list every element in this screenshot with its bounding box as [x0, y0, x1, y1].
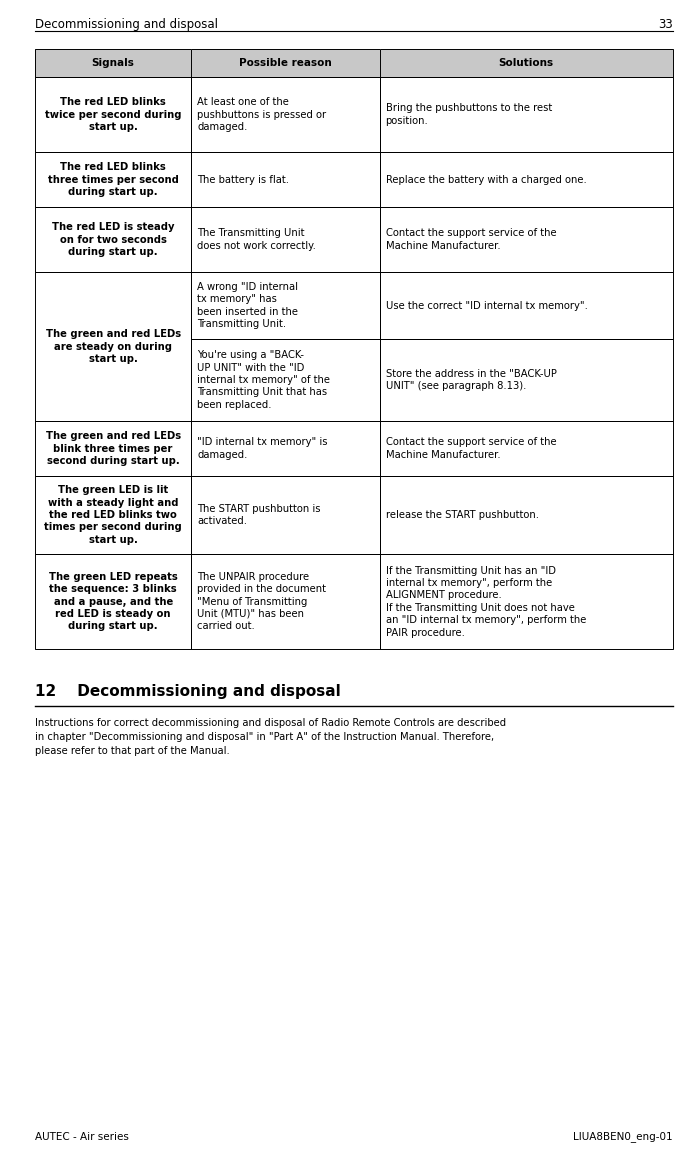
- Bar: [380, 77, 673, 152]
- Bar: [35, 207, 191, 272]
- Bar: [380, 476, 673, 554]
- Text: LIUA8BEN0_eng-01: LIUA8BEN0_eng-01: [573, 1131, 673, 1142]
- Text: The UNPAIR procedure
provided in the document
"Menu of Transmitting
Unit (MTU)" : The UNPAIR procedure provided in the doc…: [198, 572, 326, 631]
- Bar: [35, 421, 191, 476]
- Bar: [380, 152, 673, 207]
- Text: AUTEC - Air series: AUTEC - Air series: [35, 1132, 129, 1142]
- Text: The red LED blinks
twice per second during
start up.: The red LED blinks twice per second duri…: [45, 97, 181, 132]
- Text: Bring the pushbuttons to the rest
position.: Bring the pushbuttons to the rest positi…: [385, 104, 552, 126]
- Text: Use the correct "ID internal tx memory".: Use the correct "ID internal tx memory".: [385, 300, 588, 310]
- Text: Contact the support service of the
Machine Manufacturer.: Contact the support service of the Machi…: [385, 438, 556, 460]
- Bar: [191, 152, 380, 207]
- Bar: [380, 49, 673, 77]
- Bar: [380, 207, 673, 272]
- Bar: [380, 272, 673, 338]
- Text: 33: 33: [658, 18, 673, 32]
- Bar: [35, 554, 191, 649]
- Bar: [191, 476, 380, 554]
- Bar: [35, 272, 191, 421]
- Text: release the START pushbutton.: release the START pushbutton.: [385, 510, 539, 520]
- Bar: [35, 476, 191, 554]
- Text: The green and red LEDs
are steady on during
start up.: The green and red LEDs are steady on dur…: [45, 329, 181, 364]
- Text: Store the address in the "BACK-UP
UNIT" (see paragraph 8.13).: Store the address in the "BACK-UP UNIT" …: [385, 369, 556, 391]
- Bar: [191, 421, 380, 476]
- Text: Decommissioning and disposal: Decommissioning and disposal: [35, 18, 218, 32]
- Bar: [380, 49, 673, 77]
- Text: Instructions for correct decommissioning and disposal of Radio Remote Controls a: Instructions for correct decommissioning…: [35, 718, 506, 756]
- Bar: [35, 49, 191, 77]
- Bar: [191, 272, 380, 338]
- Text: At least one of the
pushbuttons is pressed or
damaged.: At least one of the pushbuttons is press…: [198, 97, 327, 132]
- Text: A wrong "ID internal
tx memory" has
been inserted in the
Transmitting Unit.: A wrong "ID internal tx memory" has been…: [198, 282, 298, 329]
- Bar: [191, 207, 380, 272]
- Bar: [35, 152, 191, 207]
- Text: The red LED is steady
on for two seconds
during start up.: The red LED is steady on for two seconds…: [52, 222, 174, 257]
- Text: 12    Decommissioning and disposal: 12 Decommissioning and disposal: [35, 684, 341, 699]
- Bar: [380, 554, 673, 649]
- Text: The green LED repeats
the sequence: 3 blinks
and a pause, and the
red LED is ste: The green LED repeats the sequence: 3 bl…: [49, 572, 177, 631]
- Bar: [191, 77, 380, 152]
- Text: The Transmitting Unit
does not work correctly.: The Transmitting Unit does not work corr…: [198, 229, 316, 251]
- Bar: [191, 49, 380, 77]
- Text: The battery is flat.: The battery is flat.: [198, 175, 289, 184]
- Text: Replace the battery with a charged one.: Replace the battery with a charged one.: [385, 175, 586, 184]
- Text: The green and red LEDs
blink three times per
second during start up.: The green and red LEDs blink three times…: [45, 431, 181, 466]
- Bar: [191, 554, 380, 649]
- Bar: [35, 49, 191, 77]
- Text: Possible reason: Possible reason: [239, 58, 332, 68]
- Text: Contact the support service of the
Machine Manufacturer.: Contact the support service of the Machi…: [385, 229, 556, 251]
- Text: If the Transmitting Unit has an "ID
internal tx memory", perform the
ALIGNMENT p: If the Transmitting Unit has an "ID inte…: [385, 566, 586, 637]
- Text: Solutions: Solutions: [498, 58, 554, 68]
- Text: The green LED is lit
with a steady light and
the red LED blinks two
times per se: The green LED is lit with a steady light…: [44, 485, 182, 545]
- Text: "ID internal tx memory" is
damaged.: "ID internal tx memory" is damaged.: [198, 438, 328, 460]
- Text: The red LED blinks
three times per second
during start up.: The red LED blinks three times per secon…: [47, 162, 179, 197]
- Text: The START pushbutton is
activated.: The START pushbutton is activated.: [198, 504, 321, 526]
- Text: You're using a "BACK-
UP UNIT" with the "ID
internal tx memory" of the
Transmitt: You're using a "BACK- UP UNIT" with the …: [198, 350, 330, 410]
- Bar: [191, 338, 380, 421]
- Bar: [191, 49, 380, 77]
- Bar: [380, 338, 673, 421]
- Bar: [380, 421, 673, 476]
- Text: Signals: Signals: [91, 58, 135, 68]
- Bar: [35, 77, 191, 152]
